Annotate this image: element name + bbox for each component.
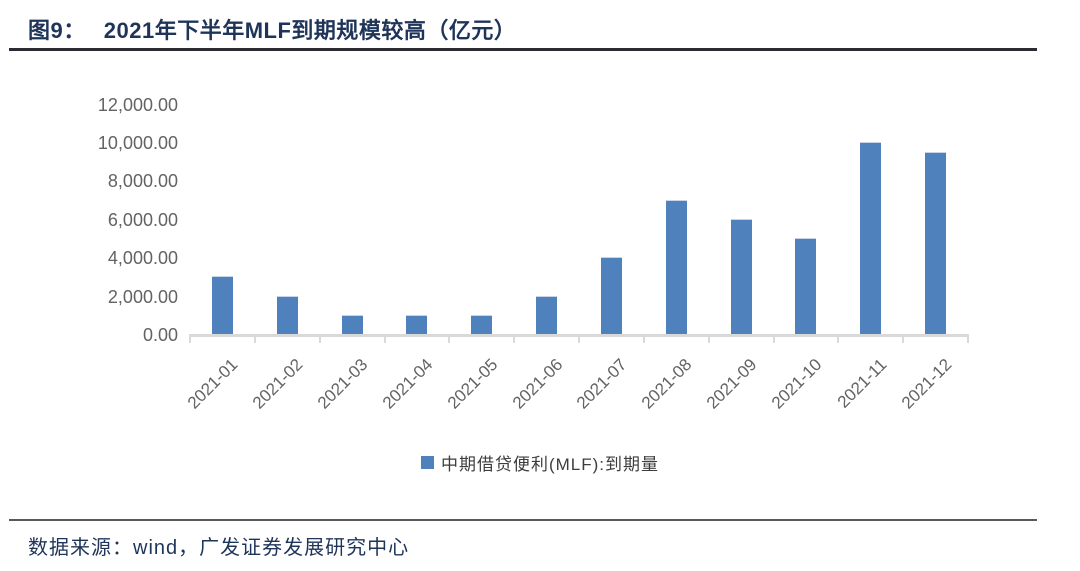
- legend-series-marker: [420, 456, 434, 469]
- x-axis-tick-mark: [383, 334, 386, 343]
- x-axis-tick-mark: [513, 334, 516, 343]
- bar-2021-02: [276, 296, 298, 334]
- y-axis-tick-label: 2,000.00: [107, 286, 178, 307]
- title-divider-line: [9, 48, 1037, 51]
- figure-title: 2021年下半年MLF到期规模较高（亿元）: [103, 18, 517, 43]
- bar-2021-08: [665, 200, 687, 334]
- figure-number-label: 图9：: [28, 18, 86, 43]
- bar-2021-03: [341, 315, 363, 334]
- data-source-text: 数据来源：wind，广发证券发展研究中心: [28, 537, 410, 559]
- x-axis-tick-mark: [642, 334, 645, 343]
- x-axis-tick-mark: [318, 334, 321, 343]
- chart-legend: 中期借贷便利(MLF):到期量: [0, 450, 1080, 475]
- bar-2021-01: [211, 276, 233, 334]
- bar-2021-04: [406, 315, 428, 334]
- mlf-maturity-bar-chart: 0.00 2,000.00 4,000.00 6,000.00 8,000.00 10,0…: [97, 94, 969, 413]
- bar-2021-09: [730, 219, 752, 334]
- x-axis-tick-mark: [578, 334, 580, 343]
- y-axis-tick-label: 4,000.00: [107, 248, 178, 269]
- x-axis-tick-mark: [448, 334, 451, 343]
- x-axis-tick-mark: [902, 334, 905, 343]
- x-axis-tick-mark: [837, 334, 840, 343]
- x-axis-tick-mark: [253, 334, 256, 343]
- bar-2021-07: [600, 257, 622, 334]
- figure-title-row: 图9： 2021年下半年MLF到期规模较高（亿元）: [28, 13, 516, 45]
- y-axis-tick-label: 0.00: [142, 325, 178, 345]
- bar-2021-05: [471, 315, 493, 334]
- x-axis-tick-mark: [967, 334, 969, 343]
- x-axis-tick-mark: [189, 334, 191, 343]
- y-axis-tick-label: 6,000.00: [107, 209, 178, 230]
- bar-2021-12: [925, 152, 947, 334]
- y-axis-tick-label: 12,000.00: [97, 94, 178, 115]
- bar-2021-06: [536, 296, 558, 334]
- x-axis-tick-mark: [772, 334, 775, 343]
- legend-series-label: 中期借贷便利(MLF):到期量: [440, 455, 660, 474]
- x-axis-tick-mark: [707, 334, 710, 343]
- y-axis-tick-label: 10,000.00: [97, 133, 178, 153]
- bar-2021-11: [860, 142, 882, 334]
- bar-2021-10: [795, 238, 817, 334]
- footer-divider-line: [9, 519, 1037, 521]
- y-axis-tick-label: 8,000.00: [107, 171, 178, 192]
